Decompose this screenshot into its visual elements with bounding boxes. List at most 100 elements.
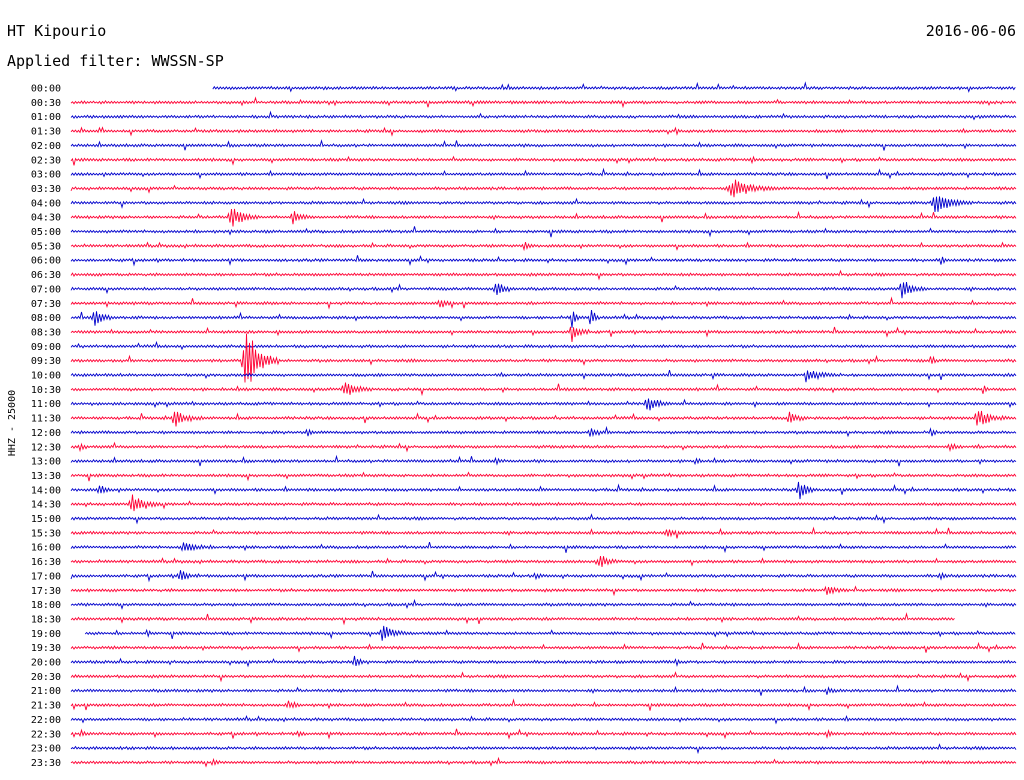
trace-row: [70, 454, 1017, 467]
row-label: 22:30: [31, 729, 61, 740]
trace-row: [70, 369, 1017, 383]
trace-row: [70, 441, 1017, 453]
row-label: 16:30: [31, 557, 61, 568]
trace-row: [70, 655, 1017, 668]
trace-row: [212, 81, 1016, 93]
row-label: 07:30: [31, 299, 61, 310]
row-label: 20:00: [31, 658, 61, 669]
seismic-traces: [70, 81, 1017, 768]
row-label: 23:30: [31, 758, 61, 769]
row-label: 15:00: [31, 514, 61, 525]
row-label: 13:00: [31, 457, 61, 468]
row-label: 09:00: [31, 342, 61, 353]
trace-row: [70, 598, 1017, 610]
trace-row: [70, 167, 1017, 180]
row-label: 18:00: [31, 600, 61, 611]
trace-row: [70, 526, 1017, 539]
row-label: 05:00: [31, 227, 61, 238]
row-label: 00:00: [31, 84, 61, 95]
row-label: 01:30: [31, 127, 61, 138]
row-label: 04:30: [31, 213, 61, 224]
row-label: 14:30: [31, 500, 61, 511]
trace-row: [70, 410, 1017, 427]
trace-row: [70, 585, 1017, 597]
row-label: 07:00: [31, 284, 61, 295]
station-title: HT Kipourio: [7, 22, 106, 40]
row-label: 19:00: [31, 629, 61, 640]
row-label: 03:30: [31, 184, 61, 195]
row-label: 02:30: [31, 155, 61, 166]
row-time-labels: 00:00 00:30 01:00 01:30 02:00 02:30 03:00 03:30…: [31, 84, 61, 769]
trace-row: [70, 513, 1017, 525]
trace-row: [70, 671, 1017, 683]
row-label: 09:30: [31, 356, 61, 367]
row-label: 12:00: [31, 428, 61, 439]
trace-row: [70, 196, 1017, 213]
row-label: 13:30: [31, 471, 61, 482]
trace-row: [70, 481, 1017, 500]
trace-row: [70, 333, 1017, 383]
trace-row: [70, 310, 1017, 328]
trace-row: [70, 612, 955, 626]
trace-row: [70, 698, 1017, 712]
trace-row: [70, 743, 1017, 755]
trace-row: [70, 96, 1017, 109]
trace-row: [70, 382, 1017, 397]
trace-row: [70, 728, 1017, 740]
row-label: 06:30: [31, 270, 61, 281]
row-label: 17:00: [31, 571, 61, 582]
trace-row: [70, 494, 1017, 512]
row-label: 01:00: [31, 112, 61, 123]
row-label: 06:00: [31, 256, 61, 267]
filter-label: Applied filter: WWSSN-SP: [7, 52, 224, 70]
row-label: 08:30: [31, 327, 61, 338]
row-label: 18:30: [31, 614, 61, 625]
trace-row: [70, 326, 1017, 342]
row-label: 11:00: [31, 399, 61, 410]
trace-row: [70, 254, 1017, 267]
trace-row: [70, 684, 1017, 696]
trace-row: [70, 756, 1017, 768]
row-label: 08:00: [31, 313, 61, 324]
trace-row: [70, 110, 1017, 121]
row-label: 21:00: [31, 686, 61, 697]
row-label: 10:30: [31, 385, 61, 396]
row-label: 19:30: [31, 643, 61, 654]
trace-row: [70, 556, 1017, 567]
row-label: 23:00: [31, 744, 61, 755]
trace-row: [70, 296, 1017, 310]
trace-row: [70, 541, 1017, 554]
row-label: 00:30: [31, 98, 61, 109]
row-label: 12:30: [31, 442, 61, 453]
row-label: 03:00: [31, 170, 61, 181]
row-label: 17:30: [31, 586, 61, 597]
row-label: 10:00: [31, 371, 61, 382]
trace-row: [70, 398, 1017, 411]
trace-row: [70, 155, 1017, 166]
row-label: 22:00: [31, 715, 61, 726]
trace-row: [70, 641, 1017, 653]
row-label: 05:30: [31, 241, 61, 252]
trace-row: [70, 208, 1017, 227]
row-label: 04:00: [31, 198, 61, 209]
trace-row: [70, 269, 1017, 281]
trace-row: [70, 340, 1017, 351]
row-label: 16:00: [31, 543, 61, 554]
date-label: 2016-06-06: [926, 22, 1016, 40]
row-label: 14:00: [31, 485, 61, 496]
trace-row: [70, 570, 1017, 583]
row-label: 21:30: [31, 701, 61, 712]
trace-row: [70, 425, 1017, 438]
trace-row: [70, 179, 1017, 198]
row-label: 15:30: [31, 528, 61, 539]
trace-row: [70, 715, 1017, 725]
trace-row: [70, 471, 1017, 482]
trace-row: [84, 625, 1016, 641]
row-label: 20:30: [31, 672, 61, 683]
trace-row: [70, 226, 1017, 238]
y-axis-label: HHZ - 25000: [7, 390, 18, 456]
trace-row: [70, 282, 1017, 299]
trace-row: [70, 126, 1017, 137]
trace-row: [70, 139, 1017, 151]
